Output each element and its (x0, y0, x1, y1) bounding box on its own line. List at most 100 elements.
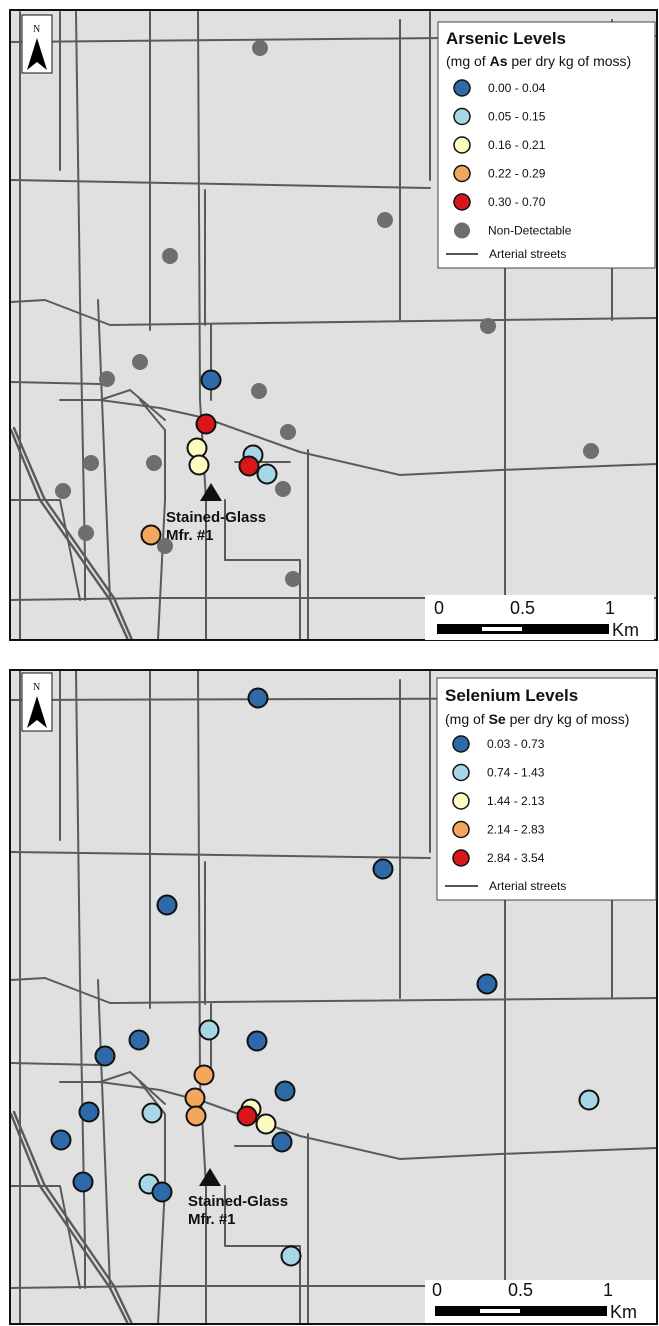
legend-class-label: 0.16 - 0.21 (488, 138, 546, 152)
site-triangle-icon (200, 483, 222, 501)
svg-text:1: 1 (603, 1280, 613, 1300)
legend-class-label: 0.03 - 0.73 (487, 737, 545, 751)
sample-point (72, 1171, 94, 1193)
sample-point (372, 858, 394, 880)
legend-swatch (453, 79, 471, 97)
legend-class-label: 0.74 - 1.43 (487, 766, 545, 780)
svg-text:0: 0 (434, 598, 444, 618)
legend: Selenium Levels (mg of Se per dry kg of … (436, 677, 657, 901)
legend-streets-label: Arterial streets (489, 247, 566, 261)
legend: Arsenic Levels (mg of As per dry kg of m… (437, 21, 656, 269)
sample-point (128, 1029, 150, 1051)
sample-point (377, 212, 393, 228)
legend-swatch (452, 792, 470, 810)
sample-point (162, 248, 178, 264)
sample-point (83, 455, 99, 471)
legend-class-label: 2.14 - 2.83 (487, 823, 545, 837)
sample-point (256, 463, 278, 485)
arterial-streets (11, 671, 656, 1323)
sample-point (578, 1089, 600, 1111)
sample-point (186, 437, 208, 459)
legend-class-label: 0.05 - 0.15 (488, 110, 546, 124)
sample-point (141, 1102, 163, 1124)
legend-swatch (453, 136, 471, 154)
svg-text:N: N (33, 682, 40, 693)
svg-text:Stained-Glass: Stained-Glass (188, 1193, 288, 1210)
sample-point (78, 1101, 100, 1123)
sample-point (140, 524, 162, 546)
legend-title: Selenium Levels (445, 686, 578, 705)
sample-point (94, 1045, 116, 1067)
site-triangle-icon (199, 1168, 221, 1186)
legend-swatch (453, 164, 471, 183)
svg-text:0: 0 (432, 1280, 442, 1300)
svg-text:1: 1 (605, 598, 615, 618)
legend-streets-label: Arterial streets (489, 879, 566, 893)
legend-class-label: Non-Detectable (488, 224, 572, 238)
legend-class-label: 0.30 - 0.70 (488, 195, 546, 209)
sample-point (274, 1080, 296, 1102)
svg-text:0.5: 0.5 (510, 598, 535, 618)
legend-swatch (452, 735, 470, 753)
sample-point (55, 483, 71, 499)
sample-point (271, 1131, 293, 1153)
sample-point (285, 571, 301, 587)
stained-glass-site: Stained-Glass Mfr. #1 (166, 483, 266, 544)
arsenic-map-panel: N Arsenic Levels (mg of As per dry kg of… (0, 0, 659, 645)
sample-point (195, 413, 217, 435)
legend-class-label: 1.44 - 2.13 (487, 794, 545, 808)
sample-point (188, 454, 210, 476)
sample-point (156, 894, 178, 916)
legend-swatch (452, 849, 470, 867)
legend-class-label: 2.84 - 3.54 (487, 851, 545, 865)
legend-class-label: 0.00 - 0.04 (488, 81, 546, 95)
arsenic-map: N Arsenic Levels (mg of As per dry kg of… (9, 9, 658, 641)
legend-swatch (453, 107, 471, 126)
sample-point (246, 1030, 268, 1052)
sample-point (247, 687, 269, 709)
sample-point (280, 1245, 302, 1267)
legend-title: Arsenic Levels (446, 29, 566, 48)
north-arrow-icon: N (21, 14, 53, 74)
svg-text:Km: Km (610, 1302, 637, 1322)
sample-point (252, 40, 268, 56)
north-arrow-icon: N (21, 672, 53, 732)
sample-point (480, 318, 496, 334)
sample-point (583, 443, 599, 459)
sample-point (275, 481, 291, 497)
stained-glass-site: Stained-Glass Mfr. #1 (188, 1168, 288, 1228)
svg-text:Mfr. #1: Mfr. #1 (188, 1211, 236, 1228)
legend-subtitle: (mg of As per dry kg of moss) (446, 53, 631, 69)
sample-point (146, 455, 162, 471)
sample-point (50, 1129, 72, 1151)
sample-point (132, 354, 148, 370)
legend-swatch (454, 222, 470, 239)
svg-text:Mfr. #1: Mfr. #1 (166, 527, 214, 544)
svg-text:Stained-Glass: Stained-Glass (166, 509, 266, 526)
sample-point (255, 1113, 277, 1135)
scale-bar: 0 0.5 1 Km (425, 1280, 656, 1323)
svg-text:N: N (33, 24, 40, 35)
legend-class-label: 0.22 - 0.29 (488, 167, 546, 181)
sample-point (185, 1105, 207, 1127)
sample-point (193, 1064, 215, 1086)
sample-points (50, 687, 600, 1267)
sample-point (238, 455, 260, 477)
legend-swatch (452, 820, 470, 839)
sample-point (184, 1087, 206, 1109)
sample-point (280, 424, 296, 440)
sample-point (78, 525, 94, 541)
sample-point (251, 383, 267, 399)
sample-point (236, 1105, 258, 1127)
sample-point (200, 369, 222, 391)
scale-bar: 0 0.5 1 Km (425, 595, 654, 640)
sample-points (55, 40, 599, 587)
svg-text:0.5: 0.5 (508, 1280, 533, 1300)
legend-swatch (453, 193, 471, 211)
selenium-map-panel: N Selenium Levels (mg of Se per dry kg o… (0, 668, 659, 1326)
svg-text:Km: Km (612, 620, 639, 640)
sample-point (157, 538, 173, 554)
sample-point (99, 371, 115, 387)
legend-subtitle: (mg of Se per dry kg of moss) (445, 711, 629, 727)
sample-point (198, 1019, 220, 1041)
